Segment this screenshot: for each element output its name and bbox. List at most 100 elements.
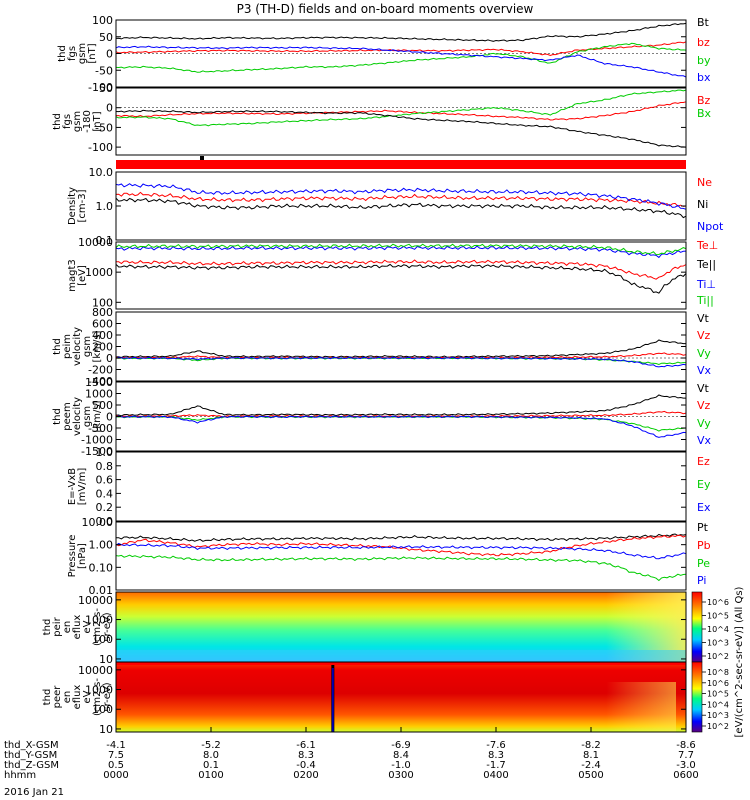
x-tick-label: 8.0 [203,750,219,761]
pressure-ytick-label: 1.00 [89,539,114,552]
colorbar-ion [691,591,703,663]
peir_spectrogram-cbar-tick-label: 10^6 [707,598,729,607]
fgs_gse-ytick-label: 0 [106,102,113,115]
peer_spectrogram-cbar-tick-label: 10^3 [707,711,729,720]
status-bar [116,160,686,169]
peim_velocity-frame [115,311,687,382]
peir_spectrogram-ytick-label: 10000 [78,594,113,607]
peim_velocity-ytick-label: 400 [92,329,113,342]
peer_spectrogram-cbar-tick-label: 10^6 [707,679,729,688]
peir_spectrogram-cbar-tick-label: 10^5 [707,612,729,621]
pressure-series-0 [115,533,687,542]
peim_velocity-ytick-label: 200 [92,341,113,354]
peir_spectrogram-ylabel: sr-eV) [102,612,113,641]
temperature-legend-1: Te|| [696,258,716,271]
fgs_gse-series-0 [116,101,687,121]
x-tick-label: -8.2 [581,740,601,751]
fgs_gsm-ytick-label: 100 [92,14,113,27]
x-tick-label: -3.0 [676,760,696,771]
pressure-legend-0: Pt [697,521,709,534]
peem_velocity-ytick-label: 1500 [85,376,113,389]
fgs_gse-ytick-label: -100 [88,141,113,154]
x-tick-label: -1.0 [391,760,411,771]
density-legend-1: Ni [697,198,708,211]
efield-ytick-label: 0.6 [96,474,114,487]
peer_spectrogram-cbar-tick-label: 10^8 [707,668,729,677]
peem_velocity-ytick-label: 500 [92,399,113,412]
panel-peer_spectrogram: 10000 1000 100 10 thd peer en eflux eV (cm2-s-sr-… [42,661,687,736]
pressure-legend-1: Pb [697,539,711,552]
fgs_gsm-ylabel: thd [57,45,68,62]
peer_spectrogram-ylabel: eflux [72,685,83,710]
fgs_gsm-ylabel: [nT] [87,43,98,63]
x-tick-label: 0100 [198,770,223,781]
peir_spectrogram-ytick-label: 10 [99,653,113,666]
peem_velocity-ylabel: peem [62,402,73,430]
fgs_gse-frame [115,87,687,156]
fgs_gse-legend-0: Bz [697,94,711,107]
peer_spectrogram-top-band [116,662,686,665]
peer_spectrogram-ylabel: en [62,691,73,704]
peir_spectrogram-ylabel: en [62,621,73,634]
density-ytick-label: 0.1 [96,234,114,247]
peem_velocity-legend-0: Vt [697,382,710,395]
colorbar-electron-gradient [691,661,703,733]
peer_spectrogram-ylabel: thd [42,689,53,706]
peir_spectrogram-ylabel: peir [52,616,63,636]
x-tick-label: 8.4 [393,750,409,761]
peim_velocity-legend-1: Vz [697,329,711,342]
peir_spectrogram-ylabel: (cm2-s- [92,608,103,646]
peer_spectrogram-ylabel: peer [52,685,63,709]
density-ytick-label: 10.0 [89,166,114,179]
pressure-ylabel: Pressure [67,535,78,578]
fgs_gse-ylabel: fgs [62,114,73,129]
fgs_gsm-series-0 [115,22,687,42]
peer_spectrogram-ytick-label: 10 [99,723,113,736]
density-ylabel: Density [67,187,78,225]
pressure-series-3 [115,542,687,560]
temperature-legend-3: Ti|| [696,294,714,307]
fgs_gsm-ylabel: gsm [77,43,88,64]
temperature-series-2 [115,245,687,259]
colorbar-ticks: 10^610^510^410^310^210^810^610^510^410^3… [702,598,729,731]
figure-title: P3 (TH-D) fields and on-board moments ov… [237,2,534,16]
peim_velocity-ytick-label: -400 [88,375,113,388]
density-ylabel: [cm-3] [77,189,88,222]
pressure-legend-3: Pi [697,574,706,587]
peim_velocity-legend-2: Vy [697,347,711,360]
density-legend-0: Ne [697,176,712,189]
pressure-ytick-label: 0.10 [89,561,114,574]
peir_spectrogram-low-energy-band [116,650,686,662]
fgs_gsm-ytick-label: -50 [95,64,113,77]
peer_spectrogram-image [116,662,686,732]
peir_spectrogram-ytick-label: 100 [92,633,113,646]
x-tick-label: 8.3 [298,750,314,761]
peim_velocity-ylabel: velocity [72,327,83,366]
fgs_gsm-ytick-label: -100 [88,81,113,94]
x-tick-label: 8.3 [488,750,504,761]
peer_spectrogram-cbar-tick-label: 10^4 [707,700,729,709]
fgs_gse-ytick-label: -50 [95,121,113,134]
x-axis-labels: thd_X-GSMthd_Y-GSMthd_Z-GSMhhmm-4.17.50.… [4,727,699,781]
x-tick-label: -2.4 [581,760,601,771]
x-row-label: thd_Y-GSM [4,750,57,761]
density-series-2 [115,183,687,210]
panel-fgs_gsm: 100 50 0 -50 -100 thd fgs gsm [nT] Bt bz by bx [57,14,711,94]
fgs_gse-series-2 [115,109,687,148]
peir_spectrogram-cbar-tick-label: 10^4 [707,625,729,634]
peem_velocity-series-3 [115,415,687,438]
peim_velocity-series-3 [115,356,687,368]
fgs_gse-ylabel: -180 [82,110,93,133]
temperature-frame [115,241,687,310]
peer_spectrogram-gap-fill [331,668,334,732]
temperature-ytick-label: 1000 [85,266,113,279]
x-tick-label: -1.7 [486,760,506,771]
peem_velocity-ytick-label: -1500 [81,445,113,458]
peer_spectrogram-ylabel: (cm2-s- [92,678,103,716]
efield-ytick-label: 0.4 [96,487,114,500]
fgs_gse-ytick-label: 50 [99,82,113,95]
density-legend-2: Npot [697,220,724,233]
x-tick-label: 0000 [103,770,128,781]
